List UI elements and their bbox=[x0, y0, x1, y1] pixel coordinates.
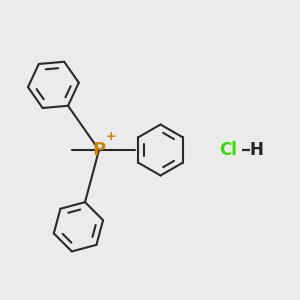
Text: Cl: Cl bbox=[219, 141, 237, 159]
Text: +: + bbox=[106, 130, 116, 143]
Text: H: H bbox=[250, 141, 263, 159]
Text: P: P bbox=[92, 141, 106, 159]
